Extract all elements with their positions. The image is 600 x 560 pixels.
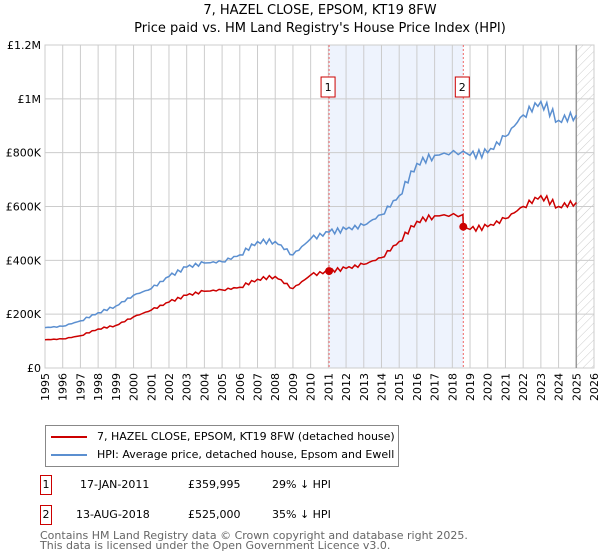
sale-row: 2 13-AUG-2018 £525,000 35% ↓ HPI: [40, 505, 440, 525]
x-tick-label: 2020: [482, 373, 495, 401]
x-tick-label: 2013: [358, 373, 371, 401]
hpi-line: [44, 99, 577, 329]
y-tick-label: £800K: [6, 147, 42, 160]
x-tick-label: 2007: [252, 373, 265, 401]
legend-label: 7, HAZEL CLOSE, EPSOM, KT19 8FW (detache…: [97, 430, 395, 443]
y-tick-label: £400K: [6, 254, 42, 267]
x-tick-label: 2010: [305, 373, 318, 401]
y-tick-label: £1M: [18, 93, 42, 106]
x-tick-label: 2018: [446, 373, 459, 401]
x-tick-label: 2000: [128, 373, 141, 401]
plot-frame: [44, 44, 595, 369]
sale-hpi-diff: 29% ↓ HPI: [272, 478, 331, 491]
x-tick-label: 2014: [375, 373, 388, 401]
legend-swatch: [51, 453, 87, 456]
x-tick-label: 2004: [198, 373, 211, 401]
x-tick-label: 2002: [163, 373, 176, 401]
sale-marker-badge: [454, 76, 470, 98]
x-tick-label: 2022: [517, 373, 530, 401]
x-tick-label: 2021: [499, 373, 512, 401]
x-tick-label: 2026: [588, 373, 600, 401]
sale-row: 1 17-JAN-2011 £359,995 29% ↓ HPI: [40, 475, 440, 495]
y-tick-label: £200K: [6, 308, 42, 321]
x-tick-label: 1997: [74, 373, 87, 401]
chart-title: 7, HAZEL CLOSE, EPSOM, KT19 8FW: [203, 3, 437, 18]
x-tick-label: 2008: [269, 373, 282, 401]
x-tick-label: 2012: [340, 373, 353, 401]
sale-point: [325, 267, 334, 276]
sale-hpi-diff: 35% ↓ HPI: [272, 508, 331, 521]
legend-item-property: 7, HAZEL CLOSE, EPSOM, KT19 8FW (detache…: [51, 430, 395, 443]
y-tick-label: £1.2M: [7, 39, 41, 52]
x-tick-label: 2019: [464, 373, 477, 401]
legend-label: HPI: Average price, detached house, Epso…: [97, 448, 395, 461]
sale-badge: 1: [40, 475, 52, 495]
price-chart: 1995 1996 1997 1998 1999 2000 2001 2002 2003 2004…: [6, 39, 600, 401]
sale-point: [459, 222, 468, 231]
x-tick-label: 1999: [110, 373, 123, 401]
y-tick-label: £0: [27, 362, 41, 375]
x-tick-label: 2003: [181, 373, 194, 401]
sale-date: 17-JAN-2011: [80, 478, 150, 491]
chart-subtitle: Price paid vs. HM Land Registry's House …: [134, 21, 506, 36]
footer-line: Contains HM Land Registry data © Crown c…: [40, 529, 468, 542]
legend: 7, HAZEL CLOSE, EPSOM, KT19 8FW (detache…: [45, 425, 399, 467]
x-tick-label: 2001: [145, 373, 158, 401]
x-tick-label: 2006: [234, 373, 247, 401]
x-tick-label: 2017: [429, 373, 442, 401]
y-tick-label: £600K: [6, 201, 42, 214]
sale-price: £359,995: [188, 478, 241, 491]
legend-item-hpi: HPI: Average price, detached house, Epso…: [51, 448, 394, 461]
x-tick-label: 2005: [216, 373, 229, 401]
sale-marker-label: 2: [459, 81, 466, 94]
property-price-line: [44, 194, 577, 341]
x-tick-label: 2009: [287, 373, 300, 401]
x-tick-label: 2015: [393, 373, 406, 401]
x-tick-label: 2024: [553, 373, 566, 401]
x-tick-label: 1995: [39, 373, 52, 401]
x-tick-label: 2011: [322, 373, 335, 401]
sale-marker-label: 1: [325, 81, 332, 94]
sale-badge: 2: [40, 505, 52, 525]
sale-price: £525,000: [188, 508, 241, 521]
x-tick-label: 1998: [92, 373, 105, 401]
footer: Contains HM Land Registry data © Crown c…: [40, 529, 468, 552]
x-tick-label: 2016: [411, 373, 424, 401]
sale-date: 13-AUG-2018: [76, 508, 150, 521]
legend-swatch: [51, 435, 87, 438]
sale-marker-badge: [320, 76, 336, 98]
x-tick-label: 2023: [535, 373, 548, 401]
x-tick-label: 2025: [570, 373, 583, 401]
footer-line: This data is licensed under the Open Gov…: [40, 539, 391, 552]
x-tick-label: 1996: [57, 373, 70, 401]
